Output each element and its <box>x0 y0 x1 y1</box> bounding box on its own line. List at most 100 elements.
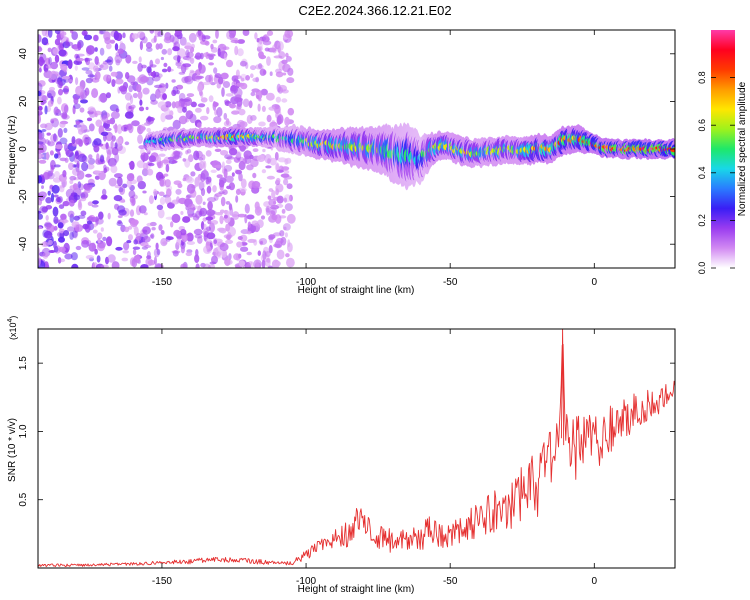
heatmap-noise-cell <box>221 161 225 171</box>
heatmap-noise-cell <box>122 32 126 39</box>
heatmap-noise-cell <box>144 245 152 248</box>
heatmap-noise-cell <box>92 200 99 205</box>
heatmap-noise-cell <box>74 65 78 71</box>
heatmap-noise-cell <box>63 67 68 73</box>
heatmap-noise-cell <box>172 119 181 130</box>
heatmap-noise-cell <box>275 163 280 171</box>
heatmap-noise-cell <box>56 197 61 203</box>
heatmap-noise-cell <box>212 101 218 108</box>
heatmap-noise-cell <box>252 172 257 179</box>
heatmap-noise-cell <box>71 263 79 268</box>
snr-x-ticks: -150 -100 -50 0 <box>152 329 598 587</box>
heatmap-noise-cell <box>232 211 240 220</box>
heatmap-noise-cell <box>61 219 69 223</box>
heatmap-noise-cell <box>108 177 117 187</box>
heatmap-noise-cell <box>45 215 49 221</box>
heatmap-noise-cell <box>136 160 146 169</box>
heatmap-noise-cell <box>187 203 196 212</box>
heatmap-noise-cell <box>253 239 258 246</box>
heatmap-noise-cell <box>91 204 99 208</box>
heatmap-noise-cell <box>50 119 55 124</box>
heatmap-noise-cell <box>54 30 61 35</box>
heatmap-noise-cell <box>41 37 49 46</box>
heatmap-noise-cell <box>87 74 96 78</box>
heatmap-noise-cell <box>115 246 123 251</box>
heatmap-noise-cell <box>73 103 81 110</box>
heatmap-noise-cell <box>130 197 136 207</box>
heatmap-noise-cell <box>221 249 228 258</box>
heatmap-noise-cell <box>177 106 184 114</box>
heatmap-noise-cell <box>77 170 85 180</box>
heatmap-noise-cell <box>176 84 184 90</box>
heatmap-noise-cell <box>38 105 43 111</box>
heatmap-noise-cell <box>140 124 146 133</box>
heatmap-noise-cell <box>231 172 235 177</box>
colorbar-tick-label: 0.0 <box>697 262 707 275</box>
heatmap-noise-cell <box>68 199 75 207</box>
heatmap-noise-cell <box>132 92 138 99</box>
heatmap-noise-cell <box>171 213 181 223</box>
heatmap-noise-cell <box>175 30 182 36</box>
heatmap-noise-cell <box>216 107 223 117</box>
heatmap-noise-cell <box>276 169 284 173</box>
heatmap-noise-cell <box>285 56 292 62</box>
heatmap-noise-cell <box>125 72 130 80</box>
heatmap-noise-cell <box>198 181 205 191</box>
heatmap-noise-cell <box>193 228 203 236</box>
heatmap-noise-cell <box>69 184 79 191</box>
heatmap-noise-cell <box>242 30 250 36</box>
heatmap-noise-cell <box>99 47 105 56</box>
heatmap-noise-cell <box>128 190 136 199</box>
heatmap-noise-cell <box>38 67 42 73</box>
heatmap-noise-cell <box>146 251 151 259</box>
heatmap-noise-cell <box>61 114 70 120</box>
heatmap-noise-cell <box>220 72 229 80</box>
heatmap-noise-cell <box>218 191 225 195</box>
heatmap-noise-cell <box>271 44 278 54</box>
heatmap-noise-cell <box>77 181 82 189</box>
heatmap-noise-cell <box>150 233 155 240</box>
heatmap-noise-cell <box>40 101 45 106</box>
heatmap-noise-cell <box>197 180 206 189</box>
heatmap-noise-cell <box>225 201 231 205</box>
heatmap-noise-cell <box>261 169 267 174</box>
heatmap-noise-cell <box>207 53 216 57</box>
heatmap-noise-cell <box>205 178 211 185</box>
heatmap-noise-cell <box>123 241 130 251</box>
heatmap-noise-cell <box>142 226 151 235</box>
heatmap-noise-cell <box>195 194 203 205</box>
heatmap-noise-cell <box>238 260 246 267</box>
heatmap-noise-cell <box>124 92 132 101</box>
heatmap-noise-cell <box>180 245 185 254</box>
spectrogram-x-tick-label: -100 <box>296 277 316 288</box>
heatmap-noise-cell <box>41 241 49 248</box>
heatmap-noise-cell <box>224 257 231 267</box>
heatmap-noise-cell <box>114 203 120 210</box>
figure-title: C2E2.2024.366.12.21.E02 <box>298 3 451 18</box>
heatmap-noise-cell <box>45 65 53 69</box>
spectrogram-y-tick-label: 0 <box>18 146 29 152</box>
heatmap-noise-cell <box>197 30 202 37</box>
heatmap-noise-cell <box>75 224 83 232</box>
heatmap-noise-cell <box>80 191 89 199</box>
heatmap-noise-cell <box>94 56 99 65</box>
heatmap-noise-cell <box>111 79 116 87</box>
heatmap-noise-cell <box>105 59 112 63</box>
heatmap-noise-cell <box>68 143 73 147</box>
heatmap-noise-cell <box>180 211 184 215</box>
heatmap-noise-cell <box>57 257 62 264</box>
heatmap-noise-cell <box>130 219 139 226</box>
heatmap-noise-cell <box>139 99 143 106</box>
heatmap-noise-cell <box>60 213 67 220</box>
heatmap-noise-cell <box>73 215 80 221</box>
heatmap-noise-cell <box>158 224 163 231</box>
spectrogram-y-tick-label: 20 <box>18 95 29 107</box>
heatmap-noise-cell <box>266 114 272 123</box>
heatmap-noise-cell <box>284 158 289 165</box>
heatmap-noise-cell <box>166 236 174 241</box>
heatmap-noise-cell <box>75 85 84 96</box>
heatmap-noise-cell <box>216 83 221 89</box>
heatmap-noise-cell <box>268 245 273 254</box>
heatmap-noise-cell <box>38 131 43 139</box>
heatmap-noise-cell <box>194 55 201 59</box>
